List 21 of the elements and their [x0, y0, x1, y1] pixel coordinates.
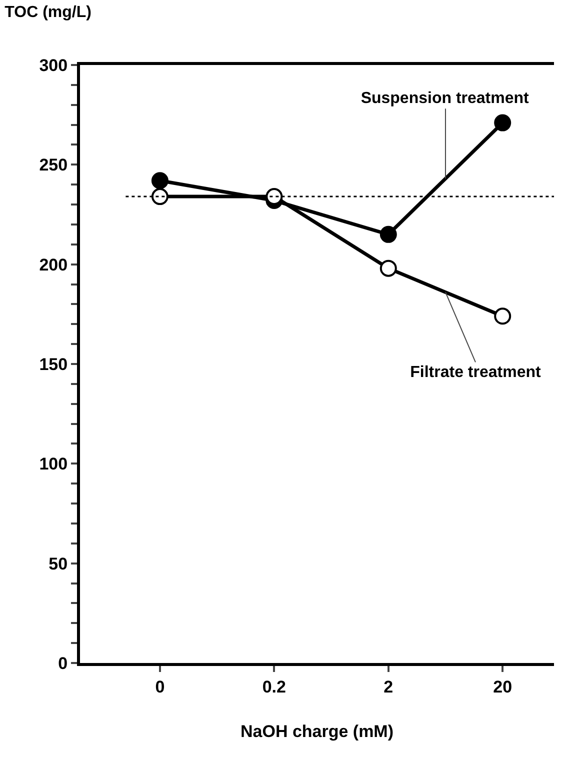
y-tick-label: 150 [39, 354, 68, 374]
x-tick-label: 20 [493, 677, 512, 696]
y-tick-label: 300 [39, 56, 68, 75]
point [494, 308, 512, 325]
x-tick-label: 2 [384, 677, 394, 696]
point [494, 114, 512, 132]
y-tick-label: 0 [58, 654, 68, 673]
y-tick-label: 250 [39, 156, 68, 175]
point [380, 226, 397, 243]
y-tick-label: 50 [48, 554, 68, 574]
y-tick-label: 100 [39, 454, 68, 474]
series-label: Suspension treatment [360, 90, 530, 107]
y-tick-label: 200 [39, 255, 68, 274]
point [380, 260, 397, 277]
point [151, 188, 168, 206]
text: Filtrate treatment [410, 364, 542, 381]
y-axis-title: TOC (mg/L) [4, 4, 92, 21]
x-tick-label: 0.2 [262, 677, 286, 696]
point [151, 172, 168, 190]
x-tick-label: 0 [155, 677, 165, 696]
x-axis-title: NaOH charge (mM) [240, 722, 394, 741]
